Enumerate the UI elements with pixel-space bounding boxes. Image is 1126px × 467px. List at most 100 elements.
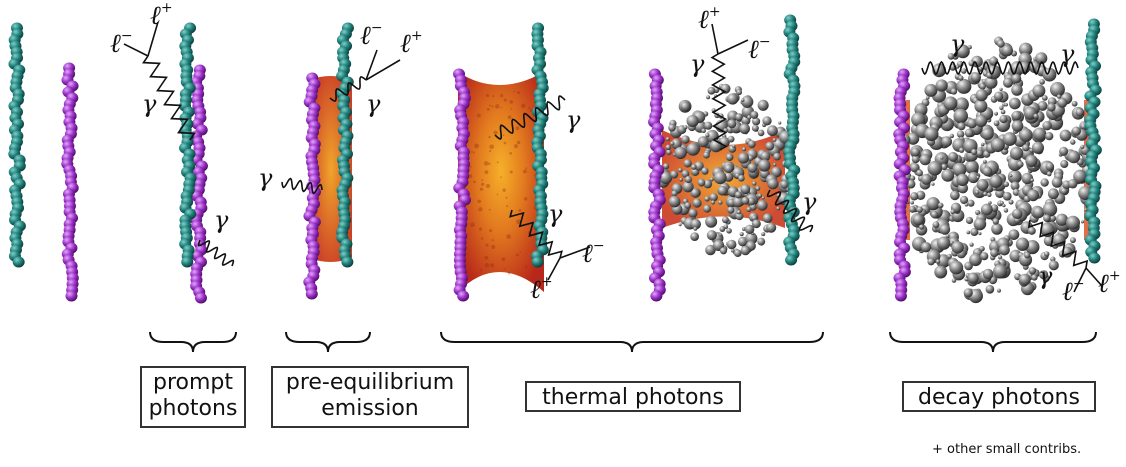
texture-dot [476, 113, 481, 118]
hadron [946, 253, 952, 259]
hadron [737, 174, 745, 182]
texture-dot [523, 197, 528, 201]
hadron [910, 192, 919, 201]
hadron [756, 199, 768, 211]
hadron [989, 174, 1003, 189]
hadron [683, 159, 692, 168]
hadron [955, 65, 960, 69]
hadron [1043, 251, 1050, 257]
hadron [760, 151, 771, 162]
hadron [931, 182, 935, 186]
thermal2-virtual-photon [710, 53, 728, 151]
hadron [1071, 100, 1078, 107]
hadron [1019, 128, 1033, 142]
texture-dot [515, 126, 520, 131]
hadron [958, 75, 964, 81]
charge-label: − [593, 238, 605, 254]
hadron [1035, 52, 1048, 65]
label-preeq-line1: pre-equilibrium [285, 370, 455, 395]
hadron [1059, 146, 1069, 156]
charge-label: − [759, 34, 771, 50]
texture-dot [489, 104, 492, 107]
nucleon [12, 256, 25, 268]
hadron [710, 200, 716, 205]
nucleon [1088, 252, 1101, 264]
hadron [771, 166, 782, 178]
hadron [709, 177, 714, 182]
hadron [964, 159, 979, 174]
hadron [1008, 199, 1014, 205]
hadron [1066, 215, 1080, 230]
hadron [1055, 213, 1069, 226]
texture-dot [519, 250, 522, 253]
hadron [697, 136, 709, 148]
hadron [947, 53, 955, 60]
hadron [949, 260, 964, 275]
texture-dot [506, 234, 511, 239]
hadron [726, 93, 739, 105]
hadron [665, 144, 672, 151]
photon-symbol: γ [802, 188, 817, 216]
hadron [941, 136, 953, 147]
nucleon [305, 288, 318, 300]
hadron [971, 148, 978, 156]
lepton-minus-symbol: ℓ− [110, 28, 133, 59]
hadron [1045, 132, 1054, 141]
texture-dot [496, 193, 499, 196]
texture-dot [507, 115, 512, 120]
hadron [906, 179, 916, 189]
hadron [766, 125, 778, 137]
lepton-minus-line [1073, 267, 1087, 293]
charge-label: + [161, 0, 173, 16]
hadron [744, 224, 755, 235]
hadron [732, 196, 744, 208]
charge-label: − [371, 20, 383, 36]
hadron [750, 110, 759, 119]
hadron [1007, 169, 1022, 184]
label-prompt-line2: photons [148, 396, 238, 421]
hadron [957, 122, 966, 131]
hadron [1010, 181, 1020, 191]
hadron [1051, 177, 1063, 188]
lepton-minus-symbol: ℓ− [582, 238, 605, 269]
pre-eq-photon-wave [281, 177, 323, 195]
hadron [997, 39, 1005, 48]
hadron [966, 230, 971, 235]
hadron [935, 79, 948, 92]
hadron [912, 214, 924, 226]
hadron [1039, 79, 1045, 85]
texture-dot [488, 162, 491, 165]
hadron [975, 114, 988, 127]
texture-dot [469, 165, 472, 169]
hadron [958, 147, 965, 153]
decay-virtual-photon [1027, 219, 1089, 269]
texture-dot [470, 222, 475, 228]
hadron [659, 171, 673, 185]
hadron [1011, 120, 1024, 132]
label-prompt-line1: prompt [152, 370, 233, 395]
hadron [690, 164, 697, 170]
hadron [741, 226, 746, 231]
hadron [668, 195, 681, 208]
hadron [920, 173, 932, 185]
hadron [980, 252, 989, 261]
prompt-photon-line [142, 55, 196, 141]
hadron [1012, 208, 1023, 220]
hadron [974, 99, 988, 113]
nucleus-teal [336, 22, 354, 268]
hadron [994, 111, 999, 116]
nucleon [181, 256, 194, 268]
hadron [780, 180, 789, 189]
hadron [772, 138, 777, 142]
hadron [993, 91, 1004, 101]
hadron [1012, 188, 1020, 196]
hadron [978, 66, 983, 71]
hadron [693, 226, 698, 231]
hadron [1048, 260, 1059, 271]
hadron [1060, 159, 1069, 169]
hadron [665, 137, 670, 142]
texture-dot [503, 141, 507, 145]
hadron [926, 196, 940, 211]
nucleon [785, 254, 798, 266]
hadron [1002, 77, 1014, 88]
